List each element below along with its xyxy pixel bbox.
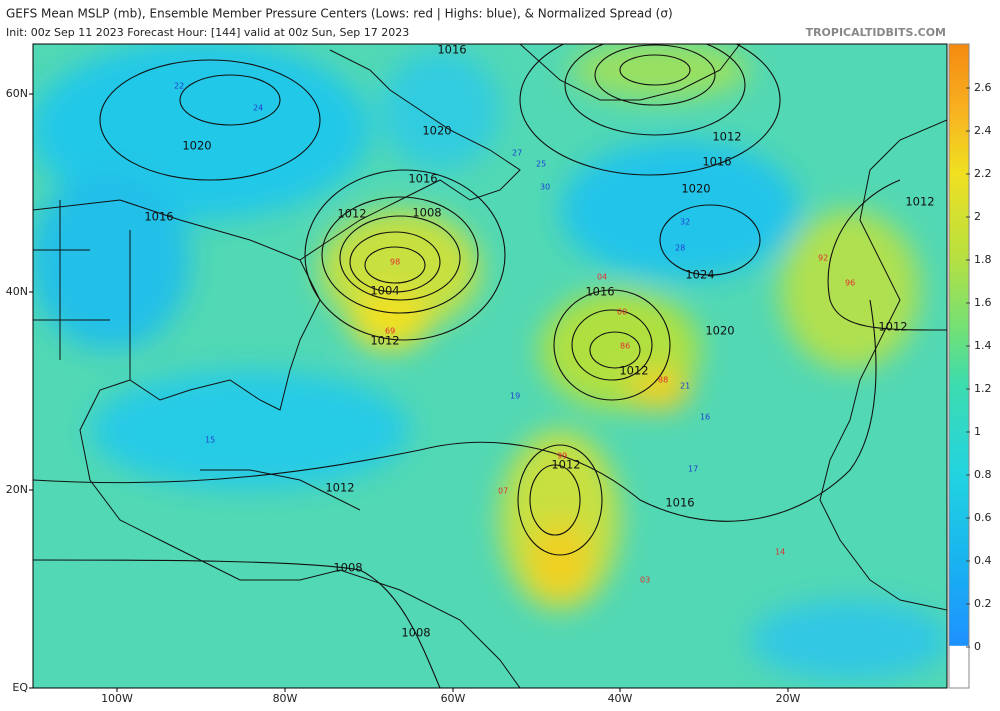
lon-label: 80W	[273, 692, 298, 705]
isobar-label: 1016	[665, 496, 694, 510]
title: GEFS Mean MSLP (mb), Ensemble Member Pre…	[6, 7, 673, 21]
isobar-label: 1024	[685, 268, 714, 282]
low-member-label: 92	[818, 254, 828, 263]
lat-label: EQ	[12, 681, 28, 694]
high-member-label: 32	[680, 218, 690, 227]
map-frame	[32, 43, 948, 689]
colorbar-tick-label: 2	[974, 210, 981, 223]
colorbar-tick-label: 1	[974, 425, 981, 438]
low-member-label: 14	[775, 548, 785, 557]
lon-label: 60W	[441, 692, 466, 705]
colorbar-tick-label: 0	[974, 640, 981, 653]
colorbar-tick-label: 0.6	[974, 511, 992, 524]
high-member-label: 19	[510, 392, 520, 401]
isobar-label: 1016	[585, 285, 614, 299]
map-area: 1016 1020 1020 1016 1016 1012 1008 1004 1012 1012…	[33, 43, 947, 688]
lon-label: 20W	[776, 692, 801, 705]
low-member-label: 99	[557, 452, 567, 461]
isobars	[33, 44, 947, 688]
colorbar-tick-label: 1.2	[974, 382, 992, 395]
low-member-label: 86	[620, 342, 630, 351]
isobar-label: 1020	[681, 182, 710, 196]
colorbar-tick-label: 1.6	[974, 296, 992, 309]
lon-label: 40W	[608, 692, 633, 705]
isobar-label: 1012	[337, 207, 366, 221]
lat-label: 60N	[6, 87, 28, 100]
isobar-label: 1016	[702, 155, 731, 169]
colorbar-tick-label: 0.8	[974, 468, 992, 481]
colorbar-tick-label: 1.8	[974, 253, 992, 266]
high-member-label: 30	[540, 183, 550, 192]
isobar-label: 1012	[712, 130, 741, 144]
high-member-label: 17	[688, 465, 698, 474]
brand: TROPICALTIDBITS.COM	[806, 26, 946, 39]
colorbar-tick-label: 0.2	[974, 597, 992, 610]
lat-label: 20N	[6, 483, 28, 496]
isobar-label: 1016	[408, 172, 437, 186]
colorbar-tick-label: 1.4	[974, 339, 992, 352]
isobar-label: 1016	[437, 43, 466, 57]
isobar-label: 1016	[144, 210, 173, 224]
low-member-label: 69	[385, 327, 395, 336]
low-member-label: 00	[617, 308, 627, 317]
isobar-label: 1012	[905, 195, 934, 209]
isobar-label: 1008	[333, 561, 362, 575]
high-member-label: 16	[700, 413, 710, 422]
high-member-label: 21	[680, 382, 690, 391]
high-member-label: 24	[253, 104, 263, 113]
high-member-label: 25	[536, 160, 546, 169]
high-member-label: 22	[174, 82, 184, 91]
isobar-label: 1008	[412, 206, 441, 220]
lon-label: 100W	[101, 692, 133, 705]
colorbar-tick-label: 2.2	[974, 167, 992, 180]
lat-label: 40N	[6, 285, 28, 298]
isobar-label: 1012	[619, 364, 648, 378]
colorbar-tick-label: 2.4	[974, 124, 992, 137]
colorbar	[948, 43, 970, 689]
colorbar-tick-label: 0.4	[974, 554, 992, 567]
subtitle: Init: 00z Sep 11 2023 Forecast Hour: [14…	[6, 26, 409, 39]
high-member-label: 28	[675, 244, 685, 253]
low-member-label: 88	[658, 376, 668, 385]
high-member-label: 27	[512, 149, 522, 158]
isobar-label: 1012	[551, 458, 580, 472]
isobar-label: 1020	[705, 324, 734, 338]
isobar-label: 1008	[401, 626, 430, 640]
low-member-label: 03	[640, 576, 650, 585]
isobar-label: 1012	[878, 320, 907, 334]
isobar-label: 1012	[325, 481, 354, 495]
isobar-label: 1020	[422, 124, 451, 138]
low-member-label: 04	[597, 273, 607, 282]
isobar-label: 1020	[182, 139, 211, 153]
isobar-label: 1012	[370, 334, 399, 348]
low-member-label: 07	[498, 487, 508, 496]
low-member-label: 96	[845, 279, 855, 288]
colorbar-tick-label: 2.6	[974, 81, 992, 94]
low-member-label: 98	[390, 258, 400, 267]
isobar-label: 1004	[370, 284, 399, 298]
coastlines	[33, 44, 947, 688]
high-member-label: 15	[205, 436, 215, 445]
